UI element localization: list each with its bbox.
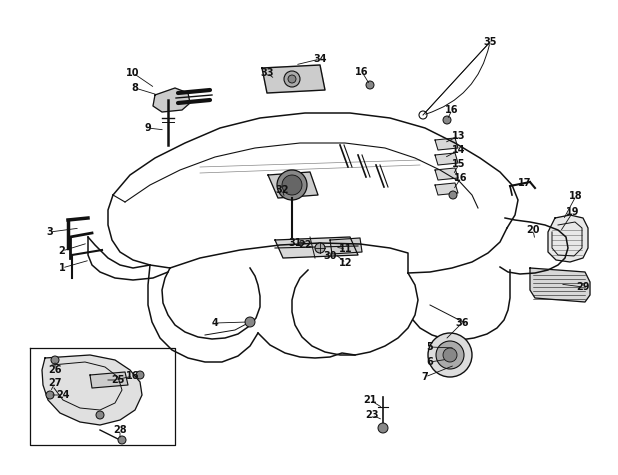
Text: 5: 5 [426,342,433,352]
Text: 28: 28 [113,425,127,435]
Circle shape [284,71,300,87]
Text: 36: 36 [455,318,468,328]
Text: 2: 2 [59,246,66,256]
Text: 34: 34 [313,54,327,64]
Polygon shape [42,355,142,425]
Text: 23: 23 [365,410,379,420]
Polygon shape [530,268,590,302]
Text: 12: 12 [339,258,353,268]
Circle shape [96,411,104,419]
Text: 16: 16 [454,173,468,183]
Text: 22: 22 [298,240,311,250]
Text: 7: 7 [421,372,428,382]
Text: 11: 11 [339,244,353,254]
Text: 16: 16 [445,105,459,115]
Text: 15: 15 [452,159,466,169]
Text: 17: 17 [519,178,531,188]
Text: 13: 13 [452,131,466,141]
Circle shape [245,317,255,327]
Circle shape [366,81,374,89]
Text: 16: 16 [126,371,140,381]
Circle shape [51,356,59,364]
Polygon shape [435,183,458,195]
Circle shape [288,75,296,83]
Text: 19: 19 [566,207,580,217]
Circle shape [443,348,457,362]
Circle shape [315,243,325,253]
Text: 29: 29 [576,282,590,292]
Text: 30: 30 [323,251,337,261]
Polygon shape [268,172,318,198]
Text: 8: 8 [132,83,138,93]
Text: 32: 32 [275,185,289,195]
Polygon shape [262,65,325,93]
Polygon shape [90,372,128,388]
Polygon shape [153,88,190,112]
Circle shape [428,333,472,377]
Text: 26: 26 [48,365,62,375]
Text: 1: 1 [59,263,66,273]
Circle shape [277,170,307,200]
Circle shape [436,341,464,369]
Text: 27: 27 [48,378,62,388]
Text: 16: 16 [355,67,369,77]
Text: 33: 33 [260,68,274,78]
Text: 10: 10 [126,68,140,78]
Text: 4: 4 [211,318,218,328]
Text: 18: 18 [569,191,583,201]
Polygon shape [435,168,458,180]
Text: 20: 20 [527,225,540,235]
Circle shape [282,175,302,195]
Text: 21: 21 [363,395,377,405]
Polygon shape [548,215,588,262]
Polygon shape [435,138,458,150]
Polygon shape [275,237,358,258]
Circle shape [46,391,54,399]
Text: 6: 6 [426,357,433,367]
Text: 9: 9 [145,123,151,133]
Circle shape [443,116,451,124]
Polygon shape [435,153,458,165]
Text: 25: 25 [111,375,125,385]
Circle shape [118,436,126,444]
Circle shape [136,371,144,379]
Text: 31: 31 [288,238,302,248]
Text: 14: 14 [452,145,466,155]
Text: 3: 3 [46,227,53,237]
Circle shape [449,191,457,199]
Text: 35: 35 [483,37,497,47]
Text: 24: 24 [56,390,70,400]
Circle shape [378,423,388,433]
Polygon shape [330,238,362,254]
Polygon shape [30,348,175,445]
